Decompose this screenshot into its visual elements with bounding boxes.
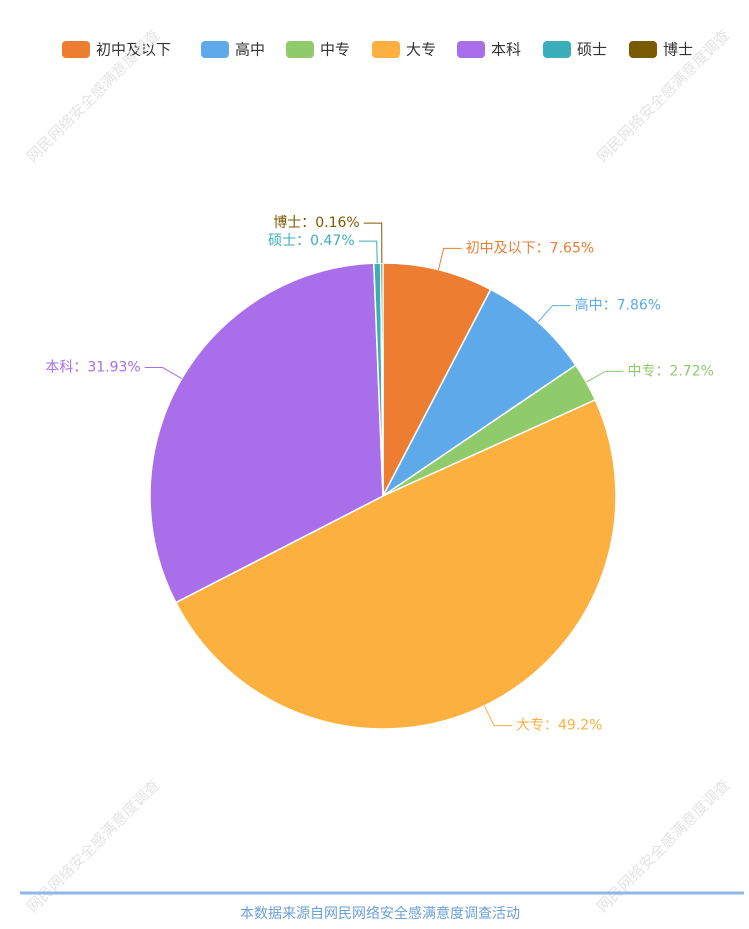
data-label: 高中：7.86% xyxy=(575,297,661,314)
data-label: 初中及以下：7.65% xyxy=(466,239,594,256)
legend-item: 博士 xyxy=(629,41,693,59)
watermark: 网民网络安全感满意度调查 xyxy=(23,26,163,166)
legend-swatch xyxy=(629,41,657,58)
leader-line xyxy=(483,705,512,727)
leader-line xyxy=(358,240,378,264)
legend-swatch xyxy=(543,41,571,58)
data-label: 中专：2.72% xyxy=(627,363,713,379)
legend-swatch xyxy=(201,41,229,58)
legend-label: 硕士 xyxy=(577,41,607,59)
legend-swatch xyxy=(62,41,90,58)
legend-item: 大专 xyxy=(372,41,436,59)
watermark: 网民网络安全感满意度调查 xyxy=(593,776,733,916)
leader-line xyxy=(586,370,624,383)
legend-swatch xyxy=(372,41,400,58)
pie-slice xyxy=(382,262,492,497)
legend-item: 硕士 xyxy=(543,41,607,59)
legend-label: 大专 xyxy=(406,41,436,59)
legend-label: 博士 xyxy=(663,41,693,59)
legend-item: 初中及以下 xyxy=(62,41,171,59)
data-label: 博士：0.16% xyxy=(273,214,359,231)
legend-label: 本科 xyxy=(491,41,521,59)
data-label: 本科：31.93% xyxy=(45,360,140,376)
leader-line xyxy=(363,222,383,264)
pie-slice xyxy=(149,262,384,604)
legend-label: 高中 xyxy=(235,41,265,59)
legend-swatch xyxy=(457,41,485,58)
watermark: 网民网络安全感满意度调查 xyxy=(23,776,163,916)
legend-item: 中专 xyxy=(286,41,350,59)
legend-item: 高中 xyxy=(201,41,265,59)
pie-slice xyxy=(379,262,384,497)
legend-item: 本科 xyxy=(457,41,521,59)
pie-slice xyxy=(174,398,617,730)
legend-swatch xyxy=(286,41,314,58)
legend-label: 中专 xyxy=(320,41,350,59)
leader-line xyxy=(144,367,182,380)
leader-line xyxy=(537,305,571,323)
leader-line xyxy=(437,247,462,270)
data-label: 硕士：0.47% xyxy=(268,233,354,249)
legend-label: 初中及以下 xyxy=(96,41,171,59)
data-label: 大专：49.2% xyxy=(516,718,602,734)
source-note: 本数据来源自网民网络安全感满意度调查活动 xyxy=(240,905,520,922)
